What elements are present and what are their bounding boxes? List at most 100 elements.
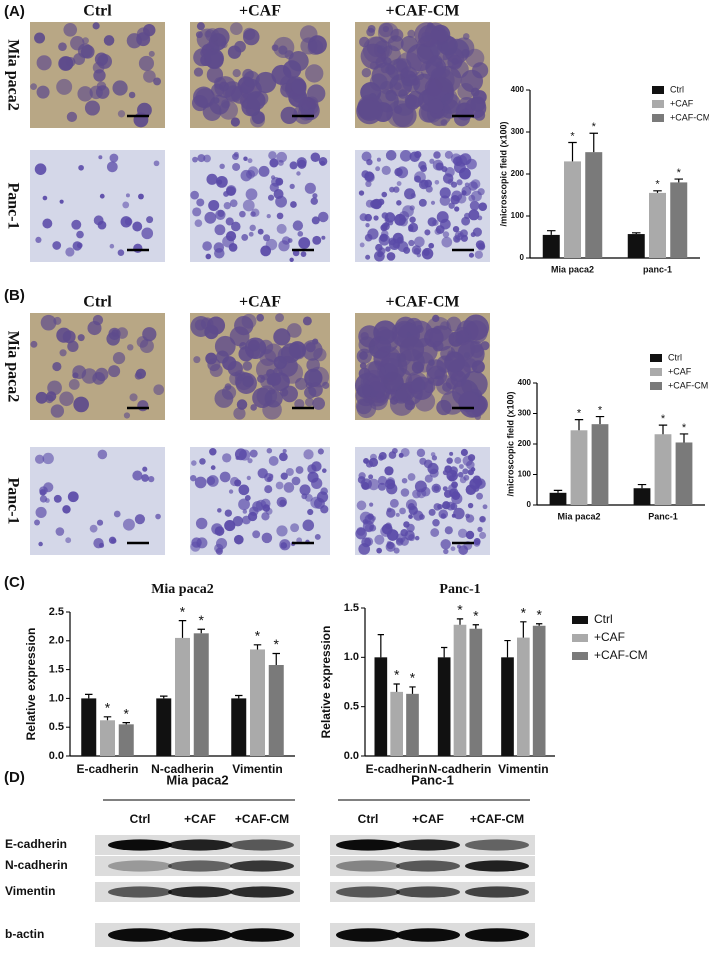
cell bbox=[65, 247, 75, 257]
cell bbox=[122, 201, 130, 209]
legend-label: Ctrl bbox=[670, 84, 684, 94]
cell bbox=[199, 458, 206, 465]
cell bbox=[112, 351, 126, 365]
cell bbox=[36, 85, 50, 99]
cell bbox=[211, 523, 223, 535]
y-tick-label: 0 bbox=[520, 253, 525, 262]
cell bbox=[230, 476, 240, 487]
cell bbox=[103, 35, 115, 46]
cell bbox=[397, 241, 409, 253]
cell bbox=[359, 242, 365, 248]
cell bbox=[138, 55, 155, 71]
cell bbox=[455, 155, 468, 167]
bar bbox=[231, 698, 247, 756]
cell bbox=[280, 106, 298, 125]
cell bbox=[35, 236, 42, 243]
blot-band bbox=[168, 839, 232, 851]
cell bbox=[42, 195, 48, 201]
cell bbox=[406, 523, 415, 533]
cell bbox=[431, 455, 438, 461]
cell bbox=[312, 193, 318, 199]
cell bbox=[461, 216, 471, 226]
cell bbox=[39, 489, 47, 496]
cell bbox=[471, 360, 485, 374]
cell bbox=[414, 535, 420, 541]
x-tick-label: Vimentin bbox=[498, 762, 548, 776]
cell bbox=[42, 452, 54, 465]
bar bbox=[501, 657, 514, 756]
cell bbox=[281, 361, 304, 384]
error-bar bbox=[595, 415, 605, 425]
y-tick-label: 1.0 bbox=[344, 651, 359, 663]
blot-row-label: b-actin bbox=[5, 927, 44, 941]
y-tick-label: 400 bbox=[511, 85, 525, 94]
cell bbox=[447, 54, 463, 70]
cell bbox=[378, 234, 391, 246]
cell bbox=[42, 218, 53, 229]
cell bbox=[356, 500, 367, 511]
cell bbox=[302, 519, 315, 532]
cell bbox=[132, 470, 143, 481]
cell bbox=[50, 404, 65, 418]
cell bbox=[386, 541, 395, 550]
cell bbox=[245, 188, 258, 201]
cell bbox=[389, 186, 395, 193]
cell bbox=[405, 499, 417, 511]
cell bbox=[277, 159, 284, 166]
cell bbox=[456, 179, 463, 186]
cell bbox=[268, 151, 277, 160]
cell bbox=[472, 485, 480, 492]
cell bbox=[428, 242, 435, 249]
cell bbox=[465, 514, 475, 523]
legend-label: +CAF bbox=[594, 630, 625, 644]
cell bbox=[404, 188, 416, 200]
micrograph bbox=[190, 22, 330, 128]
error-bar bbox=[658, 424, 668, 435]
y-axis-label: Relative expression bbox=[319, 626, 333, 739]
cell bbox=[364, 171, 375, 183]
cell bbox=[206, 316, 226, 335]
significance: * bbox=[457, 602, 463, 618]
cell bbox=[246, 475, 251, 481]
cell bbox=[476, 492, 483, 500]
cell bbox=[356, 526, 366, 536]
cell bbox=[239, 210, 246, 218]
y-tick-label: 0.5 bbox=[344, 701, 359, 713]
cell bbox=[122, 518, 135, 531]
cell bbox=[376, 393, 386, 404]
cell bbox=[153, 384, 165, 396]
error-bar bbox=[253, 644, 262, 650]
cell bbox=[223, 201, 232, 210]
legend-swatch bbox=[652, 86, 664, 94]
cell bbox=[153, 160, 160, 167]
blot-band bbox=[230, 886, 294, 898]
bar bbox=[390, 691, 403, 756]
cell bbox=[52, 241, 62, 250]
cell bbox=[439, 195, 451, 206]
cell bbox=[451, 472, 457, 478]
cell bbox=[449, 451, 454, 456]
cell bbox=[479, 531, 487, 539]
significance: * bbox=[180, 603, 186, 619]
cell bbox=[420, 165, 428, 172]
cell bbox=[289, 183, 295, 189]
cell bbox=[238, 498, 250, 511]
bar bbox=[633, 488, 651, 505]
cell bbox=[243, 156, 248, 161]
cell bbox=[358, 367, 371, 380]
cell bbox=[230, 22, 243, 36]
y-axis-label: Relative expression bbox=[24, 628, 38, 741]
legend-label: +CAF bbox=[668, 366, 692, 376]
cell bbox=[250, 404, 257, 411]
cell bbox=[302, 316, 312, 326]
cell bbox=[377, 482, 387, 491]
cell bbox=[408, 534, 416, 542]
cell bbox=[409, 216, 416, 223]
cell bbox=[358, 99, 379, 119]
cell bbox=[191, 460, 197, 466]
cell bbox=[30, 340, 38, 348]
cell bbox=[425, 185, 433, 193]
cell bbox=[219, 163, 225, 170]
cell bbox=[205, 28, 220, 43]
